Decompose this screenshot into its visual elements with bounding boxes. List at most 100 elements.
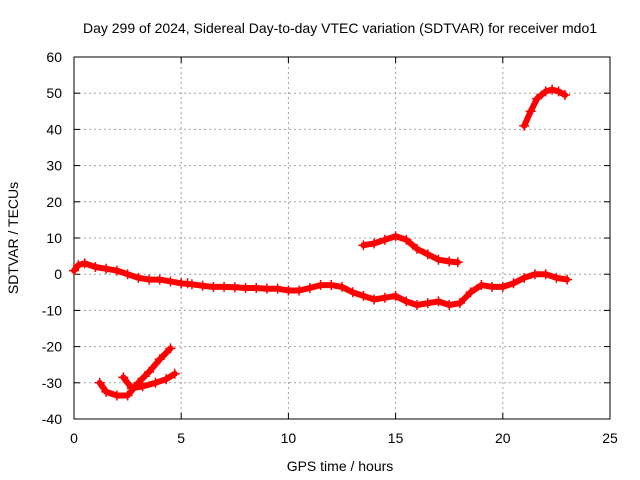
data-point (529, 269, 540, 280)
chart-title: Day 299 of 2024, Sidereal Day-to-day VTE… (83, 20, 597, 36)
y-tick-label: -40 (42, 411, 62, 427)
data-point (229, 282, 240, 293)
data-point (154, 274, 165, 285)
data-point (562, 274, 573, 285)
y-axis-label: SDTVAR / TECUs (5, 182, 21, 294)
data-point (433, 296, 444, 307)
data-point (358, 290, 369, 301)
data-point (137, 381, 148, 392)
data-point (454, 298, 465, 309)
data-point (547, 84, 558, 95)
data-point (133, 272, 144, 283)
x-tick-label: 15 (388, 430, 404, 446)
data-point (452, 257, 463, 268)
data-point (294, 285, 305, 296)
y-tick-label: -20 (42, 339, 62, 355)
data-point (412, 243, 423, 254)
series-lower-branch (118, 368, 180, 394)
data-point (208, 281, 219, 292)
data-point (369, 294, 380, 305)
data-point (519, 120, 530, 131)
data-point (347, 287, 358, 298)
data-point (304, 282, 315, 293)
data-point (551, 272, 562, 283)
data-point (540, 86, 551, 97)
series-main-band (69, 258, 573, 310)
x-tick-label: 0 (70, 430, 78, 446)
data-point (118, 372, 129, 383)
x-axis-label: GPS time / hours (287, 458, 394, 474)
data-point (251, 282, 262, 293)
y-tick-label: 40 (46, 121, 62, 137)
data-point (315, 280, 326, 291)
data-point (101, 386, 112, 397)
data-point (219, 281, 230, 292)
data-point (111, 390, 122, 401)
data-point (487, 281, 498, 292)
data-point (379, 234, 390, 245)
data-series (69, 84, 573, 401)
data-point (379, 292, 390, 303)
data-point (126, 383, 137, 394)
data-point (69, 265, 79, 276)
data-point (444, 299, 455, 310)
series-line (360, 233, 461, 266)
data-point (154, 354, 165, 365)
y-tick-label: 20 (46, 194, 62, 210)
series-plus-markers (176, 278, 193, 289)
data-point (122, 390, 133, 401)
data-point (476, 280, 487, 291)
series-mid-arc (358, 231, 463, 268)
series-upper-arc (519, 84, 570, 131)
data-point (79, 258, 90, 269)
data-point (422, 298, 433, 309)
data-point (150, 377, 161, 388)
y-tick-label: 10 (46, 230, 62, 246)
data-point (144, 366, 155, 377)
data-point (525, 106, 536, 117)
y-tick-label: 50 (46, 85, 62, 101)
data-point (90, 261, 101, 272)
y-axis-ticks: -40 -30 -20 -10 0 10 20 30 40 50 60 (42, 49, 610, 427)
data-point (101, 263, 112, 274)
y-tick-label: -10 (42, 302, 62, 318)
data-point (186, 279, 197, 290)
data-point (519, 272, 530, 283)
x-tick-label: 25 (602, 430, 618, 446)
x-tick-label: 5 (177, 430, 185, 446)
data-point (401, 296, 412, 307)
y-tick-label: 30 (46, 158, 62, 174)
data-point (412, 299, 423, 310)
y-tick-label: 60 (46, 49, 62, 65)
data-point (401, 234, 412, 245)
x-tick-label: 20 (495, 430, 511, 446)
data-point (390, 231, 401, 242)
data-point (261, 283, 272, 294)
data-point (390, 290, 401, 301)
data-point (422, 249, 433, 260)
grid-lines (74, 57, 610, 419)
data-point (144, 274, 155, 285)
x-axis-ticks: 0 5 10 15 20 25 (70, 57, 618, 446)
data-point (272, 283, 283, 294)
x-tick-label: 10 (281, 430, 297, 446)
data-point (465, 287, 476, 298)
data-point (182, 278, 193, 289)
data-point (433, 254, 444, 265)
data-point (94, 377, 105, 388)
data-point (508, 278, 519, 289)
data-point (369, 238, 380, 249)
y-tick-label: 0 (54, 266, 62, 282)
data-point (540, 269, 551, 280)
data-point (197, 280, 208, 291)
data-point (553, 86, 564, 97)
data-point (240, 282, 251, 293)
data-point (161, 374, 172, 385)
data-point (358, 240, 369, 251)
data-point (444, 256, 455, 267)
series-lower-hook (94, 343, 176, 401)
data-point (165, 343, 176, 354)
data-point (122, 269, 133, 280)
data-point (326, 280, 337, 291)
